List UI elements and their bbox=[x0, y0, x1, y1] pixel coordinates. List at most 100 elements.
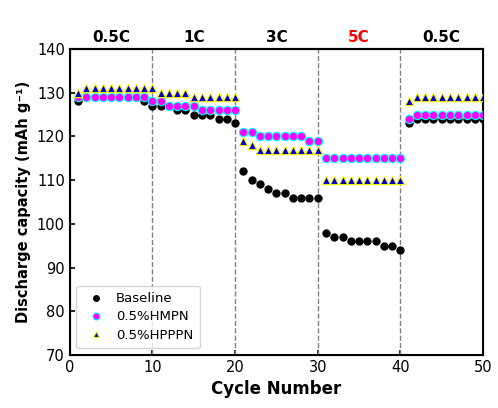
Legend: Baseline, 0.5%HMPN, 0.5%HPPPN: Baseline, 0.5%HMPN, 0.5%HPPPN bbox=[76, 286, 200, 348]
Point bbox=[463, 111, 471, 118]
Point bbox=[116, 94, 124, 100]
Point bbox=[99, 94, 107, 100]
Point bbox=[429, 94, 437, 100]
X-axis label: Cycle Number: Cycle Number bbox=[211, 380, 342, 398]
Point bbox=[132, 85, 140, 91]
Point bbox=[190, 111, 198, 118]
Point bbox=[116, 85, 124, 91]
Point bbox=[165, 89, 173, 96]
Point bbox=[421, 111, 429, 118]
Point bbox=[206, 107, 214, 113]
Point bbox=[256, 133, 264, 140]
Point bbox=[355, 238, 363, 244]
Point bbox=[190, 94, 198, 100]
Point bbox=[181, 89, 189, 96]
Point bbox=[396, 247, 404, 253]
Point bbox=[74, 89, 82, 96]
Point bbox=[82, 94, 90, 100]
Point bbox=[479, 115, 487, 122]
Point bbox=[372, 177, 379, 183]
Y-axis label: Discharge capacity (mAh g⁻¹): Discharge capacity (mAh g⁻¹) bbox=[16, 81, 31, 323]
Point bbox=[107, 94, 115, 100]
Point bbox=[438, 111, 446, 118]
Point bbox=[272, 133, 280, 140]
Point bbox=[372, 238, 379, 244]
Point bbox=[165, 102, 173, 109]
Point bbox=[91, 94, 99, 100]
Point bbox=[223, 107, 231, 113]
Point bbox=[148, 98, 156, 105]
Point bbox=[206, 94, 214, 100]
Point bbox=[198, 94, 206, 100]
Point bbox=[372, 155, 379, 162]
Point bbox=[231, 120, 239, 126]
Point bbox=[438, 115, 446, 122]
Point bbox=[272, 146, 280, 153]
Point bbox=[215, 107, 223, 113]
Point bbox=[248, 129, 255, 135]
Point bbox=[454, 111, 462, 118]
Point bbox=[91, 94, 99, 100]
Point bbox=[405, 120, 413, 126]
Point bbox=[322, 155, 330, 162]
Point bbox=[272, 190, 280, 197]
Point bbox=[297, 133, 305, 140]
Point bbox=[124, 94, 131, 100]
Point bbox=[264, 146, 272, 153]
Point bbox=[339, 177, 347, 183]
Point bbox=[281, 133, 289, 140]
Point bbox=[463, 115, 471, 122]
Point bbox=[388, 242, 396, 249]
Point bbox=[413, 115, 421, 122]
Point bbox=[347, 238, 355, 244]
Point bbox=[314, 194, 322, 201]
Point bbox=[330, 234, 338, 240]
Point bbox=[215, 115, 223, 122]
Point bbox=[330, 155, 338, 162]
Point bbox=[396, 155, 404, 162]
Point bbox=[157, 89, 165, 96]
Point bbox=[223, 94, 231, 100]
Point bbox=[314, 137, 322, 144]
Point bbox=[405, 98, 413, 105]
Point bbox=[471, 94, 479, 100]
Point bbox=[231, 107, 239, 113]
Point bbox=[281, 190, 289, 197]
Point bbox=[206, 111, 214, 118]
Point bbox=[421, 115, 429, 122]
Point bbox=[248, 142, 255, 149]
Point bbox=[421, 94, 429, 100]
Point bbox=[305, 194, 313, 201]
Point bbox=[438, 94, 446, 100]
Point bbox=[380, 242, 388, 249]
Point bbox=[297, 194, 305, 201]
Point bbox=[74, 94, 82, 100]
Point bbox=[289, 146, 297, 153]
Point bbox=[388, 177, 396, 183]
Point bbox=[198, 107, 206, 113]
Point bbox=[264, 186, 272, 192]
Point bbox=[347, 155, 355, 162]
Point bbox=[446, 94, 454, 100]
Point bbox=[157, 98, 165, 105]
Point bbox=[173, 107, 181, 113]
Point bbox=[165, 102, 173, 109]
Point bbox=[429, 115, 437, 122]
Point bbox=[256, 146, 264, 153]
Point bbox=[364, 155, 372, 162]
Point bbox=[471, 115, 479, 122]
Point bbox=[140, 94, 148, 100]
Point bbox=[198, 111, 206, 118]
Point bbox=[190, 102, 198, 109]
Point bbox=[91, 85, 99, 91]
Point bbox=[289, 133, 297, 140]
Point bbox=[479, 94, 487, 100]
Point bbox=[140, 85, 148, 91]
Point bbox=[240, 168, 248, 175]
Point bbox=[454, 115, 462, 122]
Point bbox=[264, 133, 272, 140]
Point bbox=[388, 155, 396, 162]
Point bbox=[124, 94, 131, 100]
Point bbox=[322, 229, 330, 236]
Point bbox=[322, 177, 330, 183]
